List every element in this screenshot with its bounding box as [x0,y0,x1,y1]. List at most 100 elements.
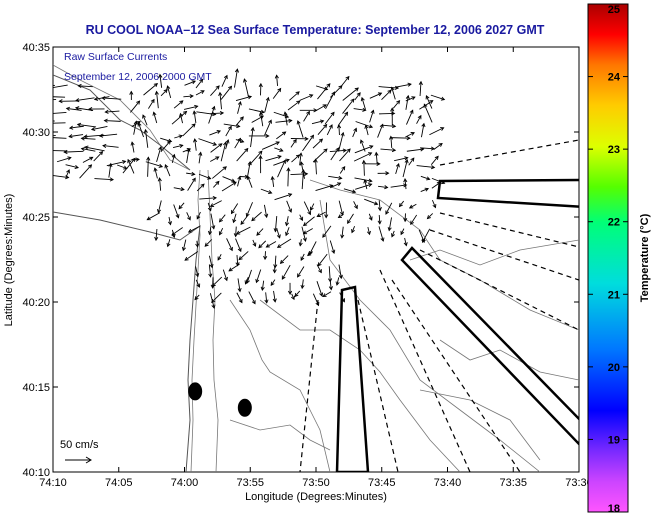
current-vector [329,240,336,255]
current-vector [76,122,97,128]
current-vector [211,276,223,287]
current-vector [198,173,212,180]
current-vector [157,177,162,191]
current-vector [127,158,135,174]
current-vector [154,90,159,109]
current-vector [363,179,368,190]
y-tick-label: 40:10 [22,467,50,479]
current-vector [222,176,236,183]
current-vector [416,165,436,170]
current-vector [322,291,332,297]
current-vector [390,86,396,100]
current-vector [251,211,262,222]
current-vector [355,121,374,129]
current-vector [210,156,220,162]
current-vector [361,159,366,176]
current-vector [324,111,335,125]
current-vector [307,251,313,257]
current-vector [193,138,198,151]
current-vector [324,202,329,219]
current-vector [325,91,336,110]
current-vector [108,162,113,178]
current-vector [392,100,401,109]
current-vector [385,202,393,215]
current-vector [103,118,121,123]
current-vector [166,239,171,248]
current-vector [158,73,163,88]
current-vector [364,198,379,206]
current-vector [204,239,213,247]
current-vector [317,83,331,100]
current-vector [272,87,282,99]
colorbar-tick-label: 19 [608,434,620,446]
current-vector [181,239,187,252]
current-vector [338,131,345,152]
current-vector [360,96,366,110]
current-vector [403,237,408,247]
current-vector [263,251,268,261]
current-vector [302,134,315,152]
current-vector [431,181,442,189]
current-vector [347,213,354,225]
current-vector [210,143,223,153]
current-vector [88,106,105,112]
current-vector [408,157,415,166]
current-vector [395,162,400,175]
x-tick-label: 73:45 [368,477,396,489]
current-vector [133,120,138,135]
current-vector [276,227,281,239]
current-vector [377,171,390,176]
current-vector [353,201,358,210]
current-vector [209,200,222,207]
current-vector [210,85,220,96]
current-vector [195,279,201,288]
current-vector [408,203,417,209]
coastline-north [53,74,191,171]
y-tick-label: 40:15 [22,382,50,394]
colorbar-tick-label: 20 [608,362,620,374]
current-vector [255,269,262,284]
current-vector [389,135,394,148]
current-vector [338,264,343,280]
x-tick-label: 73:55 [236,477,264,489]
current-vector [156,146,163,163]
current-vector [178,202,185,210]
current-vector [235,226,251,235]
current-vector [290,138,297,148]
y-tick-label: 40:35 [22,42,50,54]
current-vector [208,264,213,278]
current-vector [220,85,233,100]
current-vector [217,254,222,261]
current-vector [314,104,327,112]
current-vector [160,89,168,97]
current-vector [208,255,214,269]
current-vector [153,167,158,179]
colorbar-tick-label: 18 [608,503,620,515]
colorbar-label: Temperature (°C) [639,213,651,302]
current-vector [281,264,291,280]
current-vector [65,164,80,170]
current-vector [210,213,216,230]
current-vector [260,188,273,195]
current-vector [53,111,67,114]
current-vector [260,280,265,292]
current-vector [400,228,405,236]
current-vector [322,225,332,238]
marker-group [188,382,252,417]
x-tick-label: 73:40 [434,477,462,489]
current-vector [312,138,324,149]
current-vector [301,168,306,190]
current-vector [316,281,324,297]
x-tick-label: 73:35 [499,477,527,489]
current-vector [142,114,148,126]
current-vector [337,111,349,126]
current-vector [258,240,267,249]
current-vector [235,139,245,144]
current-vector [378,185,389,190]
y-axis-label: Latitude (Degrees:Minutes) [3,194,15,327]
current-vector [90,126,108,132]
current-vector [291,293,295,301]
current-vector [313,158,318,175]
current-vector [152,111,158,124]
current-vector [265,241,277,248]
